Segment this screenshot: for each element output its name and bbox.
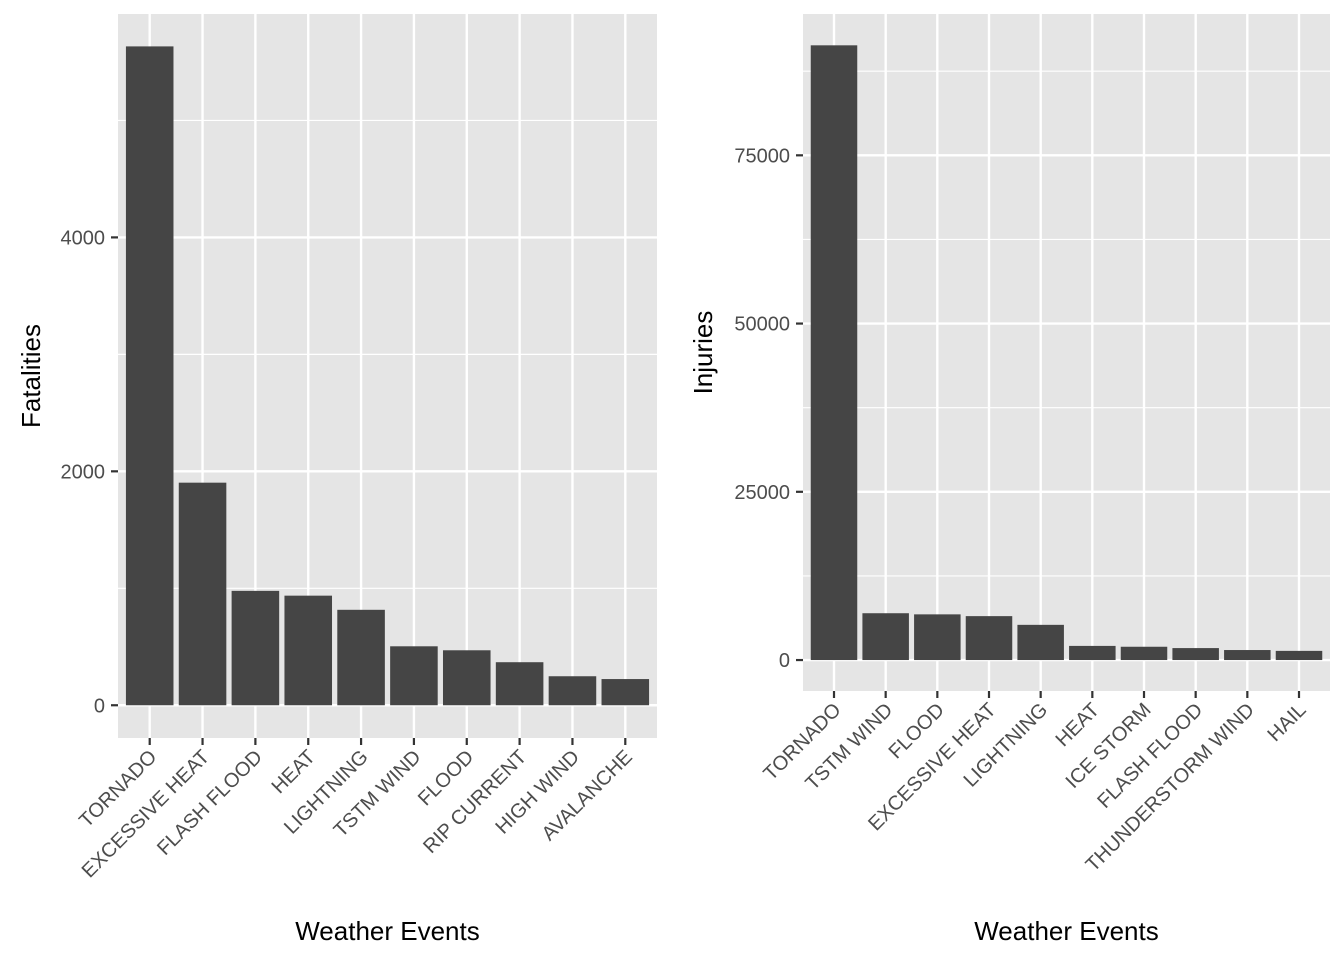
bar-flood (914, 614, 961, 661)
bar-hail (1275, 650, 1323, 661)
bar-heat (284, 595, 333, 706)
bar-ice-storm (1120, 646, 1168, 661)
fatalities-bars (125, 46, 650, 706)
bar-flood (442, 650, 491, 706)
bar-heat (1069, 645, 1116, 661)
y-tick-label: 25000 (734, 482, 790, 504)
bar-flash-flood (1172, 648, 1219, 661)
y-tick-label: 4000 (61, 227, 106, 249)
y-tick-label: 75000 (734, 145, 790, 167)
bar-tornado (125, 46, 174, 706)
y-tick-label: 0 (779, 650, 790, 672)
bar-flash-flood (231, 590, 280, 706)
injuries-bars (810, 45, 1323, 661)
bar-rip-current (495, 662, 544, 706)
fatalities-y-axis-title: Fatalities (16, 324, 46, 428)
fatalities-x-axis-title: Weather Events (295, 916, 480, 946)
x-tick-label-hail: HAIL (1264, 699, 1311, 746)
bar-avalanche (601, 679, 650, 706)
bar-tstm-wind (862, 613, 909, 661)
bar-excessive-heat (178, 482, 227, 706)
bar-tstm-wind (390, 646, 438, 706)
bar-tornado (810, 45, 858, 661)
bar-lightning (337, 609, 385, 706)
y-tick-label: 50000 (734, 314, 790, 336)
y-tick-label: 2000 (61, 461, 106, 483)
bar-thunderstorm-wind (1224, 650, 1271, 661)
y-tick-label: 0 (94, 695, 105, 717)
bar-lightning (1017, 624, 1064, 661)
bar-high-wind (548, 676, 597, 706)
injuries-plot-panel (803, 14, 1330, 691)
bar-excessive-heat (965, 616, 1013, 661)
injuries-x-axis-title: Weather Events (974, 916, 1159, 946)
injuries-y-axis-title: Injuries (688, 311, 718, 395)
